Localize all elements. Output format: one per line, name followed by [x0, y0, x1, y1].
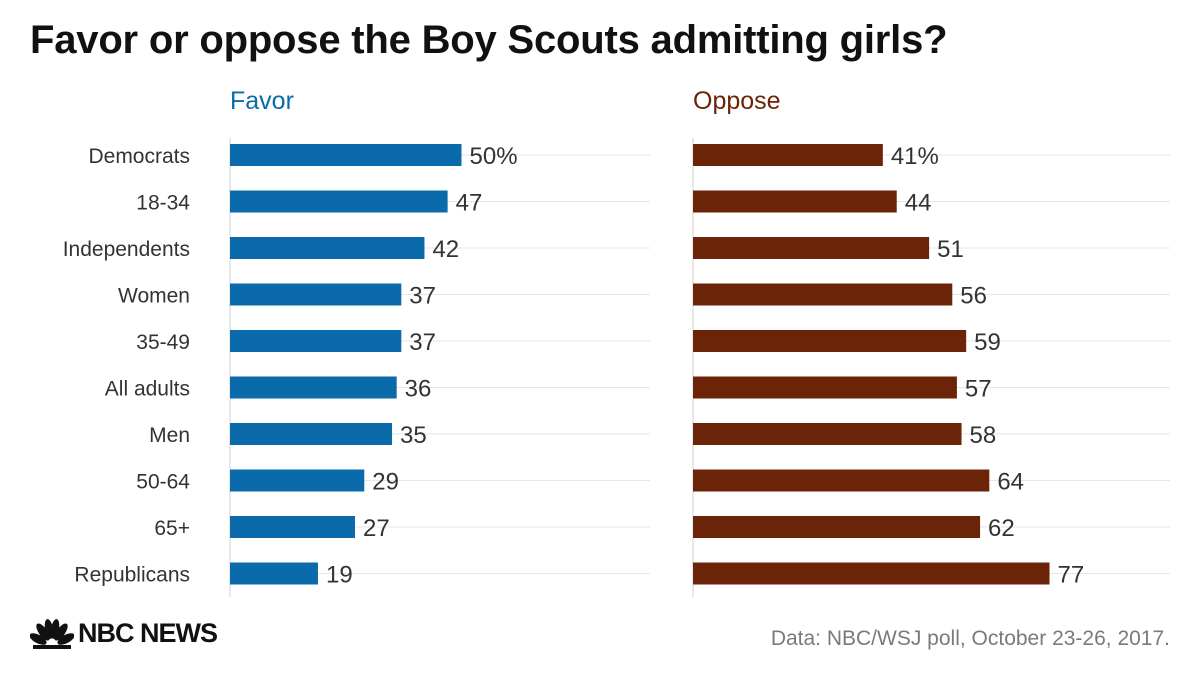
source-note: Data: NBC/WSJ poll, October 23-26, 2017. [770, 627, 1170, 650]
oppose-value-label-women: 56 [960, 283, 987, 310]
favor-bar-republicans [230, 562, 318, 585]
oppose-bar-35-49 [693, 330, 967, 352]
favor-value-label-democrats: 50% [470, 143, 518, 170]
favor-value-label-independents: 42 [432, 236, 459, 263]
favor-bar-democrats [230, 144, 462, 166]
oppose-bar-women [693, 283, 953, 306]
favor-bar-18-34 [230, 190, 448, 213]
oppose-bar-18-34 [693, 190, 897, 213]
category-label-35-49: 35-49 [136, 331, 190, 354]
category-label-50-64: 50-64 [136, 471, 190, 494]
category-label-65: 65+ [154, 517, 190, 540]
favor-bar-35-49 [230, 330, 402, 352]
category-label-democrats: Democrats [88, 145, 190, 168]
favor-heading: Favor [230, 87, 294, 115]
peacock-icon [30, 618, 74, 649]
category-label-women: Women [118, 285, 190, 308]
favor-value-label-65: 27 [363, 515, 390, 542]
oppose-bar-men [693, 423, 962, 445]
favor-value-label-women: 37 [409, 283, 436, 310]
category-label-independents: Independents [63, 238, 190, 261]
nbc-news-logo: NBC NEWS [30, 618, 218, 649]
oppose-bar-all-adults [693, 376, 957, 399]
category-labels: Democrats 18-34 Independents Women 35-49 All … [63, 145, 191, 587]
oppose-value-label-democrats: 41% [891, 143, 939, 170]
favor-bar-65 [230, 516, 356, 538]
oppose-bar-50-64 [693, 469, 990, 492]
logo-wordmark: NBC NEWS [78, 618, 218, 648]
favor-value-label-18-34: 47 [456, 190, 483, 217]
favor-bar-men [230, 423, 393, 445]
favor-bar-50-64 [230, 469, 365, 492]
oppose-value-label-50-64: 64 [997, 469, 1024, 496]
oppose-heading: Oppose [693, 87, 781, 115]
favor-bar-all-adults [230, 376, 397, 399]
category-label-men: Men [149, 424, 190, 447]
oppose-value-label-republicans: 77 [1058, 562, 1085, 589]
oppose-bar-republicans [693, 562, 1050, 585]
category-label-18-34: 18-34 [136, 192, 190, 215]
oppose-bar-65 [693, 516, 981, 538]
favor-bar-independents [230, 237, 425, 259]
oppose-value-label-65: 62 [988, 515, 1015, 542]
oppose-value-label-all-adults: 57 [965, 376, 992, 403]
favor-value-label-50-64: 29 [372, 469, 399, 496]
oppose-value-label-18-34: 44 [905, 190, 932, 217]
oppose-value-label-independents: 51 [937, 236, 964, 263]
favor-bar-women [230, 283, 402, 306]
favor-value-label-35-49: 37 [409, 329, 436, 356]
oppose-bar-democrats [693, 144, 883, 166]
category-label-republicans: Republicans [74, 564, 190, 587]
favor-value-label-republicans: 19 [326, 562, 353, 589]
favor-value-label-men: 35 [400, 422, 427, 449]
favor-value-label-all-adults: 36 [405, 376, 432, 403]
oppose-value-label-35-49: 59 [974, 329, 1001, 356]
chart-title: Favor or oppose the Boy Scouts admitting… [30, 18, 948, 62]
category-label-all-adults: All adults [105, 378, 190, 401]
oppose-value-label-men: 58 [970, 422, 997, 449]
oppose-bar-independents [693, 237, 930, 259]
